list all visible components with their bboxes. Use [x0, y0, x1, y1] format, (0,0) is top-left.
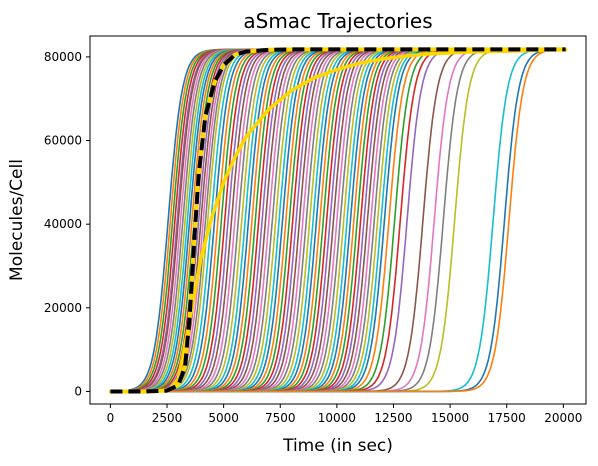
mean-curve-line	[110, 47, 566, 394]
y-tick-label: 40000	[44, 217, 82, 231]
trajectory-lines	[110, 48, 566, 393]
x-tick-label: 17500	[488, 411, 526, 425]
x-axis-ticks: 0 2500 5000 7500 10000 12500 15000 17500 20000	[107, 404, 582, 425]
x-axis-label: Time (in sec)	[282, 436, 393, 456]
x-tick-label: 5000	[208, 411, 239, 425]
x-tick-label: 15000	[431, 411, 469, 425]
y-axis-label: Molecules/Cell	[7, 159, 27, 281]
y-tick-label: 60000	[44, 134, 82, 148]
y-tick-label: 80000	[44, 50, 82, 64]
trajectory-line	[110, 48, 566, 393]
gold-curve-line	[108, 48, 568, 394]
x-tick-label: 2500	[152, 411, 183, 425]
x-tick-label: 12500	[374, 411, 412, 425]
x-tick-label: 20000	[544, 411, 582, 425]
x-tick-label: 10000	[318, 411, 356, 425]
y-tick-label: 20000	[44, 301, 82, 315]
y-axis-ticks: 0 20000 40000 60000 80000	[44, 50, 90, 398]
chart-title: aSmac Trajectories	[243, 9, 432, 33]
x-tick-label: 7500	[265, 411, 296, 425]
mean-trajectory	[110, 47, 566, 394]
x-tick-label: 0	[107, 411, 115, 425]
gold-trajectory	[108, 48, 568, 394]
y-tick-label: 0	[74, 384, 82, 398]
plot-area-frame	[89, 35, 587, 405]
